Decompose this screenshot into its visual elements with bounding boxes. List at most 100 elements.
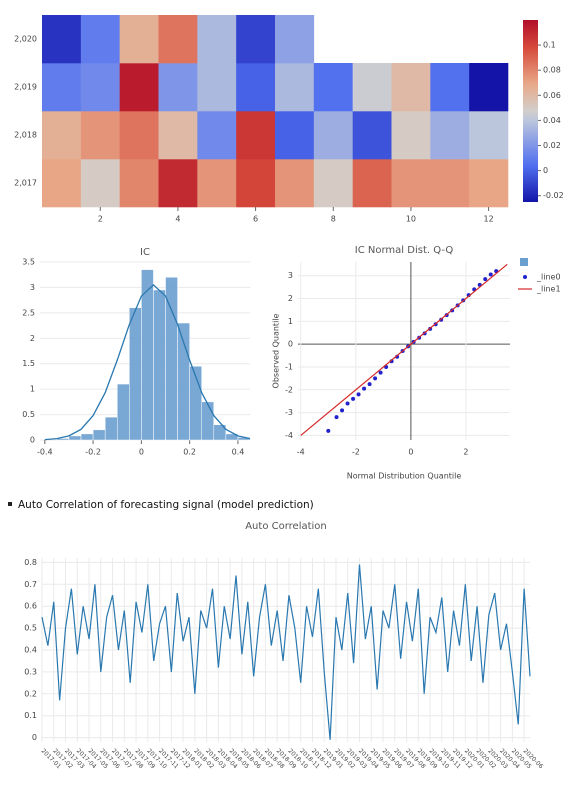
histogram-bar <box>104 416 118 441</box>
heatmap-cell <box>80 63 120 112</box>
chart-title: Auto Correlation <box>245 521 327 532</box>
histogram-bar <box>213 424 227 441</box>
colorbar-tick-label: 0.1 <box>543 41 556 50</box>
qq-point <box>340 408 345 413</box>
legend-label: _line1 <box>536 285 561 294</box>
y-tick-label: 0.1 <box>24 711 37 720</box>
heatmap-cell <box>313 111 353 160</box>
x-axis-label: Normal Distribution Quantile <box>347 472 462 481</box>
heatmap-cell <box>275 159 315 208</box>
kde-line <box>44 284 251 441</box>
y-tick-label: 0.5 <box>22 410 35 419</box>
x-tick-label: 2 <box>463 448 468 457</box>
heatmap-cell <box>236 15 276 64</box>
heatmap-cell <box>313 159 353 208</box>
heatmap-cell <box>236 63 276 112</box>
heatmap-cell <box>119 15 159 64</box>
histogram-bar <box>92 429 106 441</box>
y-tick-label: 0.4 <box>24 646 37 655</box>
y-tick-label: 0.3 <box>24 667 37 676</box>
colorbar-tick-label: 0.06 <box>543 91 561 100</box>
heatmap-cell <box>430 111 470 160</box>
heatmap-cell <box>275 111 315 160</box>
qq-point <box>351 396 356 401</box>
heatmap-cell <box>158 159 198 208</box>
x-tick-label: 6 <box>253 215 258 224</box>
heatmap-cell <box>197 63 237 112</box>
heatmap-cell <box>158 63 198 112</box>
chart-title: IC <box>140 247 150 258</box>
qq-point <box>378 370 383 375</box>
y-tick-label: 0.8 <box>24 558 37 567</box>
histogram-bar <box>80 433 94 441</box>
histogram-bar <box>116 383 130 441</box>
y-tick-label: 0.2 <box>24 689 37 698</box>
y-tick-label: -3 <box>285 408 293 417</box>
heatmap-cell <box>119 63 159 112</box>
colorbar-tick-label: 0.08 <box>543 66 561 75</box>
y-tick-label: 2 <box>30 334 35 343</box>
heatmap-cell <box>42 159 82 208</box>
heatmap-cell <box>391 111 431 160</box>
histogram-bar <box>201 401 215 441</box>
chart-title: IC Normal Dist. Q-Q <box>355 245 454 256</box>
x-tick-label: 4 <box>175 215 180 224</box>
y-tick-label: 0 <box>32 733 37 742</box>
qq-point <box>345 401 350 406</box>
x-tick-label: -2 <box>352 448 360 457</box>
qq-point <box>483 277 488 282</box>
colorbar <box>523 20 538 202</box>
qq-point <box>373 376 378 381</box>
y-tick-label: 2,020 <box>14 35 37 44</box>
heatmap-cell <box>275 15 315 64</box>
histogram-bar <box>68 435 82 441</box>
heatmap-cell <box>391 63 431 112</box>
colorbar-tick-label: 0.04 <box>543 116 561 125</box>
x-tick-label: 0.4 <box>232 448 245 457</box>
qq-point <box>356 392 361 397</box>
section-heading: Auto Correlation of forecasting signal (… <box>18 499 314 511</box>
histogram-bar <box>225 433 239 441</box>
heatmap-cell <box>42 15 82 64</box>
heatmap-cell <box>236 159 276 208</box>
x-tick-label: -0.4 <box>37 448 53 457</box>
colorbar-tick-label: -0.02 <box>543 191 564 200</box>
x-tick-label: 12 <box>483 215 493 224</box>
y-tick-label: 1 <box>288 317 293 326</box>
x-tick-label: -4 <box>297 448 305 457</box>
heatmap-cell <box>119 159 159 208</box>
heatmap-cell <box>236 111 276 160</box>
bullet <box>8 502 12 506</box>
y-tick-label: 3 <box>288 271 293 280</box>
heatmap-cell <box>42 63 82 112</box>
heatmap-cell <box>197 15 237 64</box>
histogram-bar <box>129 307 142 441</box>
heatmap-cell <box>469 159 509 208</box>
heatmap-cell <box>197 159 237 208</box>
y-tick-label: 0.6 <box>24 602 37 611</box>
heatmap-cell <box>430 63 470 112</box>
y-tick-label: 3.5 <box>22 258 35 267</box>
y-tick-label: 2,017 <box>14 179 37 188</box>
qq-point <box>334 415 339 420</box>
y-tick-label: 1 <box>30 385 35 394</box>
x-tick-label: -0.2 <box>85 448 101 457</box>
y-axis-label: Observed Quantile <box>272 313 281 388</box>
histogram-bar <box>153 289 166 441</box>
y-tick-label: 3 <box>30 283 35 292</box>
qq-point <box>367 382 372 387</box>
heatmap-cell <box>42 111 82 160</box>
legend-label: _line0 <box>536 273 561 282</box>
y-tick-label: 1.5 <box>22 359 35 368</box>
heatmap-cell <box>197 111 237 160</box>
qq-point <box>326 428 331 433</box>
heatmap-cell <box>158 15 198 64</box>
autocorrelation-line <box>41 564 531 740</box>
y-tick-label: 0 <box>288 340 293 349</box>
reference-line <box>300 263 508 436</box>
colorbar-tick-label: 0.02 <box>543 141 561 150</box>
heatmap-cell <box>158 111 198 160</box>
y-tick-label: -4 <box>285 431 293 440</box>
heatmap-cell <box>275 63 315 112</box>
